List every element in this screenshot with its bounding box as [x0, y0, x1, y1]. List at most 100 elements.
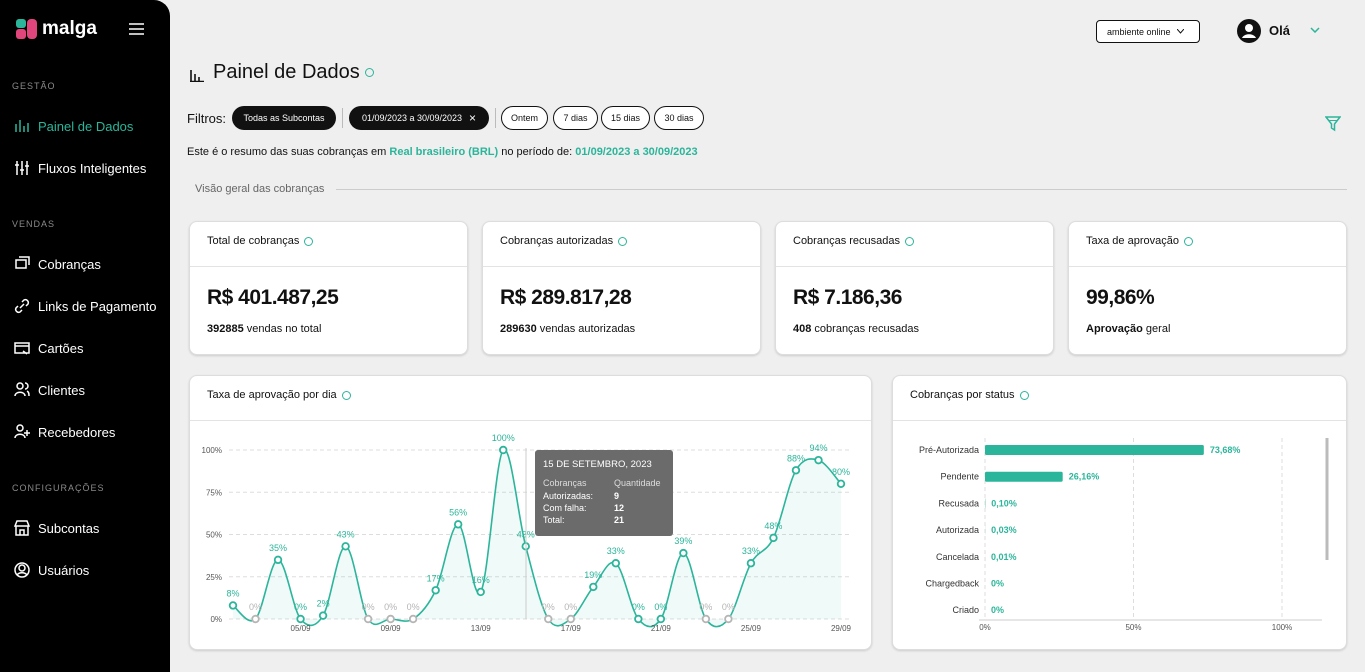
nav-item[interactable]: Subcontas — [14, 520, 99, 536]
menu-button[interactable] — [129, 23, 144, 35]
icon-path — [14, 298, 30, 314]
tooltip-value: 12 — [614, 503, 625, 513]
point — [251, 614, 260, 624]
category-label: Criado — [952, 605, 979, 615]
nav-item[interactable]: Cobranças — [14, 256, 101, 272]
filter-chip[interactable]: Todas as Subcontas — [232, 106, 336, 130]
icon-path — [15, 256, 30, 269]
tooltip-label: Total: — [543, 515, 565, 525]
point — [453, 520, 463, 529]
greeting: Olá — [1269, 23, 1290, 38]
category-label: Recusada — [938, 498, 979, 508]
section-title: GESTÃO — [12, 81, 56, 91]
point — [836, 479, 846, 488]
point — [296, 614, 305, 624]
value-label: 26,16% — [1069, 472, 1100, 482]
section-rule — [336, 189, 1347, 190]
tooltip-header: Cobranças — [543, 478, 587, 488]
y-tick-label: 75% — [206, 488, 222, 497]
value-label: 43% — [337, 529, 355, 539]
kpi-card: Total de cobranças R$ 401.487,25 392885 ve… — [189, 221, 468, 355]
nav-item[interactable]: Usuários — [14, 562, 89, 578]
card-value: R$ 401.487,25 — [207, 286, 339, 309]
card-title-text: Total de cobranças — [207, 235, 300, 247]
nav-item[interactable]: Cartões — [14, 340, 84, 356]
value-label: 0% — [722, 602, 735, 612]
value-label: 0% — [542, 602, 555, 612]
category-label: Pendente — [940, 472, 979, 482]
category-label: Chargedback — [925, 579, 979, 589]
card-caption: cobranças recusadas — [814, 323, 919, 335]
nav-icon — [14, 424, 30, 439]
user-chevron[interactable] — [1310, 27, 1320, 33]
card-sub: Aprovação geral — [1086, 323, 1170, 335]
nav-item[interactable]: Clientes — [14, 382, 85, 398]
nav-item[interactable]: Links de Pagamento — [14, 298, 157, 314]
card-value: R$ 7.186,36 — [793, 286, 902, 309]
point — [408, 614, 418, 624]
nav-item[interactable]: Painel de Dados — [14, 118, 133, 134]
quick-filter[interactable]: 7 dias — [553, 106, 598, 130]
category-label: Pré-Autorizada — [919, 445, 979, 455]
point — [814, 455, 823, 465]
section-title: CONFIGURAÇÕES — [12, 483, 105, 493]
nav-icon — [14, 342, 30, 355]
nav-item[interactable]: Recebedores — [14, 424, 115, 440]
nav-icon — [15, 161, 29, 175]
chevron — [1176, 29, 1184, 34]
icon-path — [14, 562, 30, 578]
nav-item[interactable]: Fluxos Inteligentes — [14, 160, 146, 176]
point — [724, 614, 733, 624]
point — [566, 614, 575, 624]
info-icon — [618, 236, 628, 246]
section-title: VENDAS — [12, 219, 56, 229]
card-caption: vendas autorizadas — [539, 323, 636, 335]
info-icon[interactable] — [364, 68, 374, 78]
chart-title: Taxa de aprovação por dia — [207, 389, 337, 401]
nav-icon — [15, 256, 30, 269]
point — [656, 614, 666, 624]
filter-button[interactable] — [1325, 116, 1341, 132]
icon-path — [14, 424, 30, 439]
kpi-card: Cobranças autorizadas R$ 289.817,28 289630… — [482, 221, 761, 355]
environment-select[interactable]: ambiente online — [1096, 20, 1200, 43]
info-icon — [1183, 236, 1193, 246]
point — [544, 614, 553, 624]
value-label: 0,01% — [991, 552, 1017, 562]
nav-label: Fluxos Inteligentes — [38, 160, 147, 176]
chip-divider — [342, 108, 343, 128]
value-label: 16% — [472, 575, 490, 585]
card-title: Cobranças recusadas — [793, 235, 915, 247]
info-icon[interactable] — [341, 390, 351, 400]
info-icon[interactable] — [1019, 390, 1029, 400]
x-tick-label: 09/09 — [381, 624, 402, 633]
value-label: 0% — [407, 602, 420, 612]
info-icon — [905, 236, 915, 246]
chip-remove[interactable]: × — [469, 111, 477, 125]
x-tick-label: 29/09 — [831, 624, 852, 633]
quick-filter[interactable]: 30 dias — [654, 106, 704, 130]
nav-label: Recebedores — [38, 424, 116, 440]
filters-label: Filtros: — [187, 111, 226, 126]
info-icon — [304, 236, 314, 246]
category-label: Autorizada — [936, 525, 979, 535]
category-label: Cancelada — [936, 552, 979, 562]
quick-filter[interactable]: 15 dias — [601, 106, 650, 130]
avatar[interactable] — [1237, 19, 1261, 43]
y-tick-label: 100% — [202, 446, 222, 455]
value-label: 56% — [449, 507, 467, 517]
card-count: Aprovação — [1086, 323, 1143, 335]
value-label: 88% — [787, 453, 805, 463]
card-title: Taxa de aprovação — [1086, 235, 1193, 247]
value-label: 0% — [294, 602, 307, 612]
logo-icon — [16, 19, 37, 39]
quick-filter[interactable]: Ontem — [501, 106, 548, 130]
card-title-text: Taxa de aprovação — [1086, 235, 1179, 247]
line — [232, 449, 842, 628]
point — [386, 614, 395, 624]
filter-chip[interactable]: 01/09/2023 a 30/09/2023 × — [349, 106, 489, 130]
value-label: 0,10% — [991, 498, 1017, 508]
point — [589, 582, 598, 592]
nav-label: Clientes — [38, 382, 85, 398]
brand: malga — [42, 18, 97, 39]
